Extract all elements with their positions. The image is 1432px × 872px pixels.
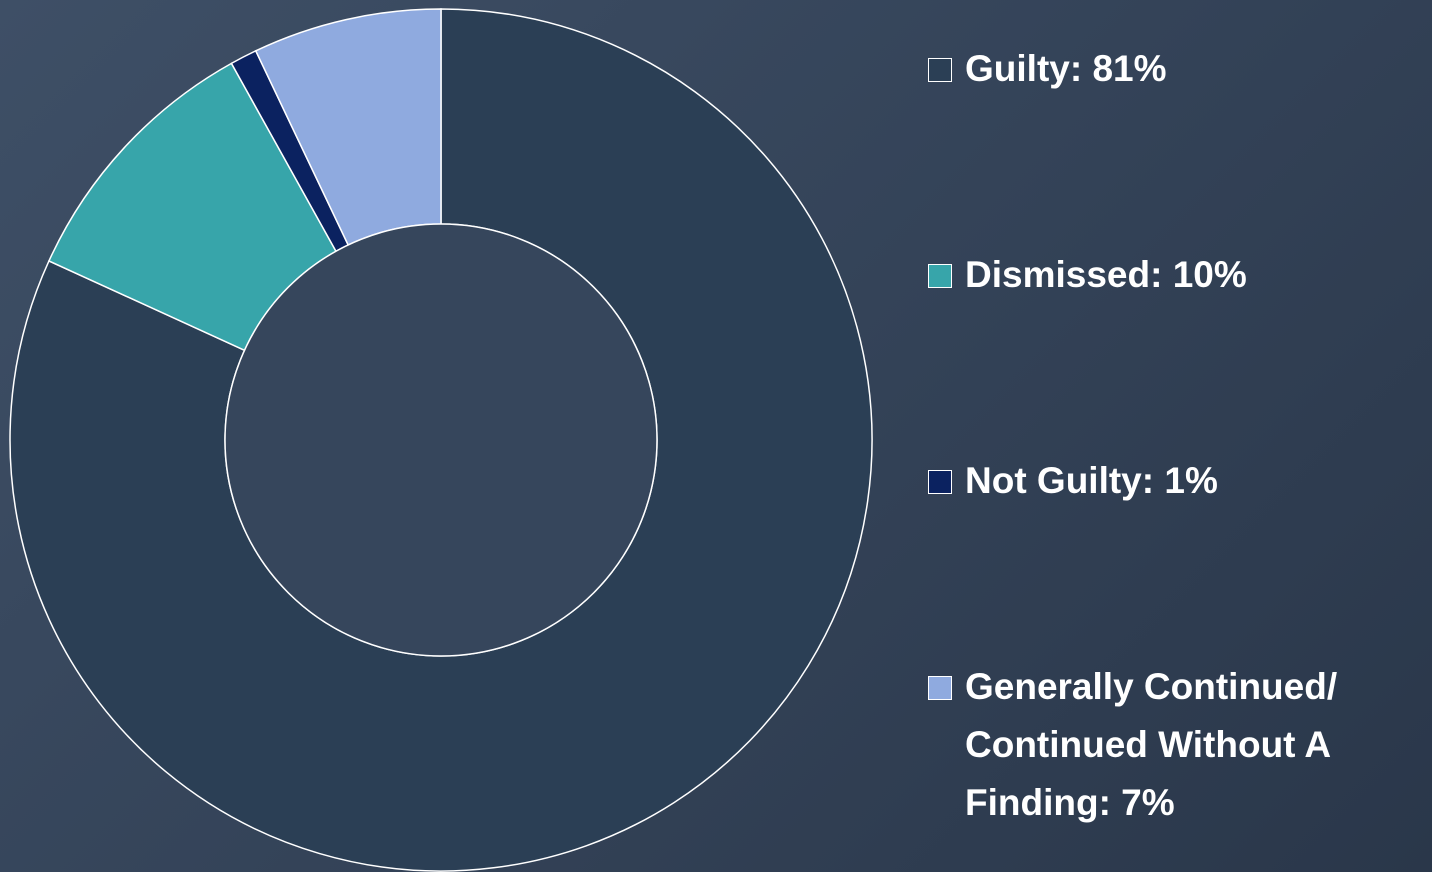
legend-item: Guilty: 81%	[928, 40, 1415, 98]
legend-item: Generally Continued/ Continued Without A…	[928, 658, 1415, 832]
legend-label: Guilty: 81%	[965, 48, 1167, 89]
legend-label: Dismissed: 10%	[965, 254, 1247, 295]
chart	[9, 8, 873, 872]
legend-item: Not Guilty: 1%	[928, 452, 1415, 510]
legend-label: Generally Continued/ Continued Without A…	[965, 666, 1338, 823]
legend-swatch	[928, 676, 952, 700]
legend-label: Not Guilty: 1%	[965, 460, 1218, 501]
legend-swatch	[928, 470, 952, 494]
donut-hole	[224, 223, 658, 657]
legend-item: Dismissed: 10%	[928, 246, 1415, 304]
legend-swatch	[928, 58, 952, 82]
legend-swatch	[928, 264, 952, 288]
